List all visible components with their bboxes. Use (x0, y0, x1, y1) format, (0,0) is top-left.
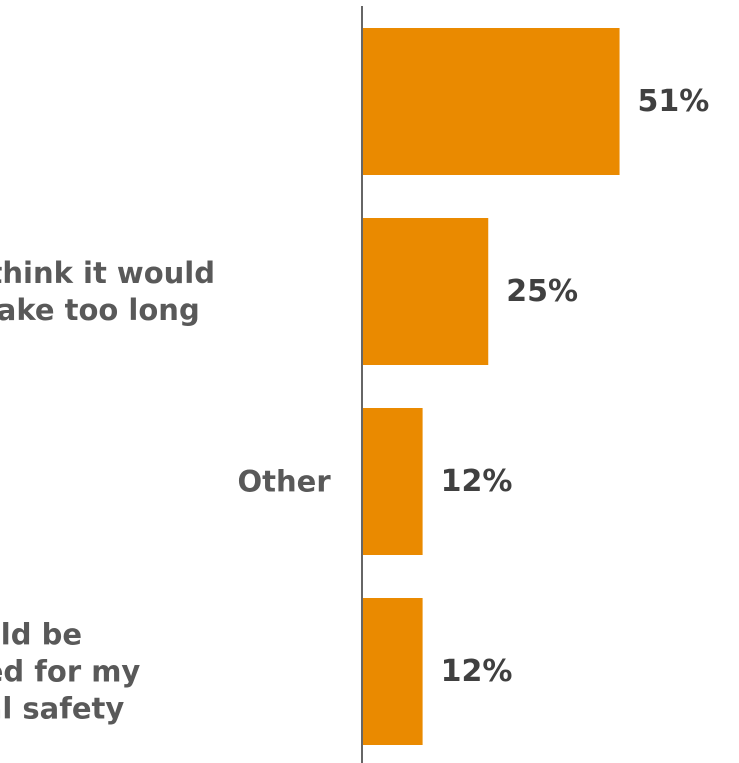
bar-2 (362, 218, 489, 365)
bar-3 (362, 408, 423, 555)
value-label-4: 12% (441, 654, 513, 689)
value-label-3: 12% (441, 464, 513, 499)
category-label-4: I would beconcerned for mypersonal safet… (0, 618, 140, 726)
bar-1 (362, 28, 620, 175)
value-label-1: 51% (638, 84, 710, 119)
value-label-2: 25% (506, 274, 578, 309)
category-label-line: Other (238, 465, 332, 499)
category-label-line: I would be (0, 618, 82, 652)
bar-4 (362, 598, 423, 745)
category-label-3: Other (238, 465, 332, 499)
category-label-line: I think it would (0, 256, 215, 290)
category-label-line: take too long (0, 293, 200, 327)
category-label-line: personal safety (0, 692, 124, 726)
category-label-line: concerned for my (0, 655, 140, 689)
